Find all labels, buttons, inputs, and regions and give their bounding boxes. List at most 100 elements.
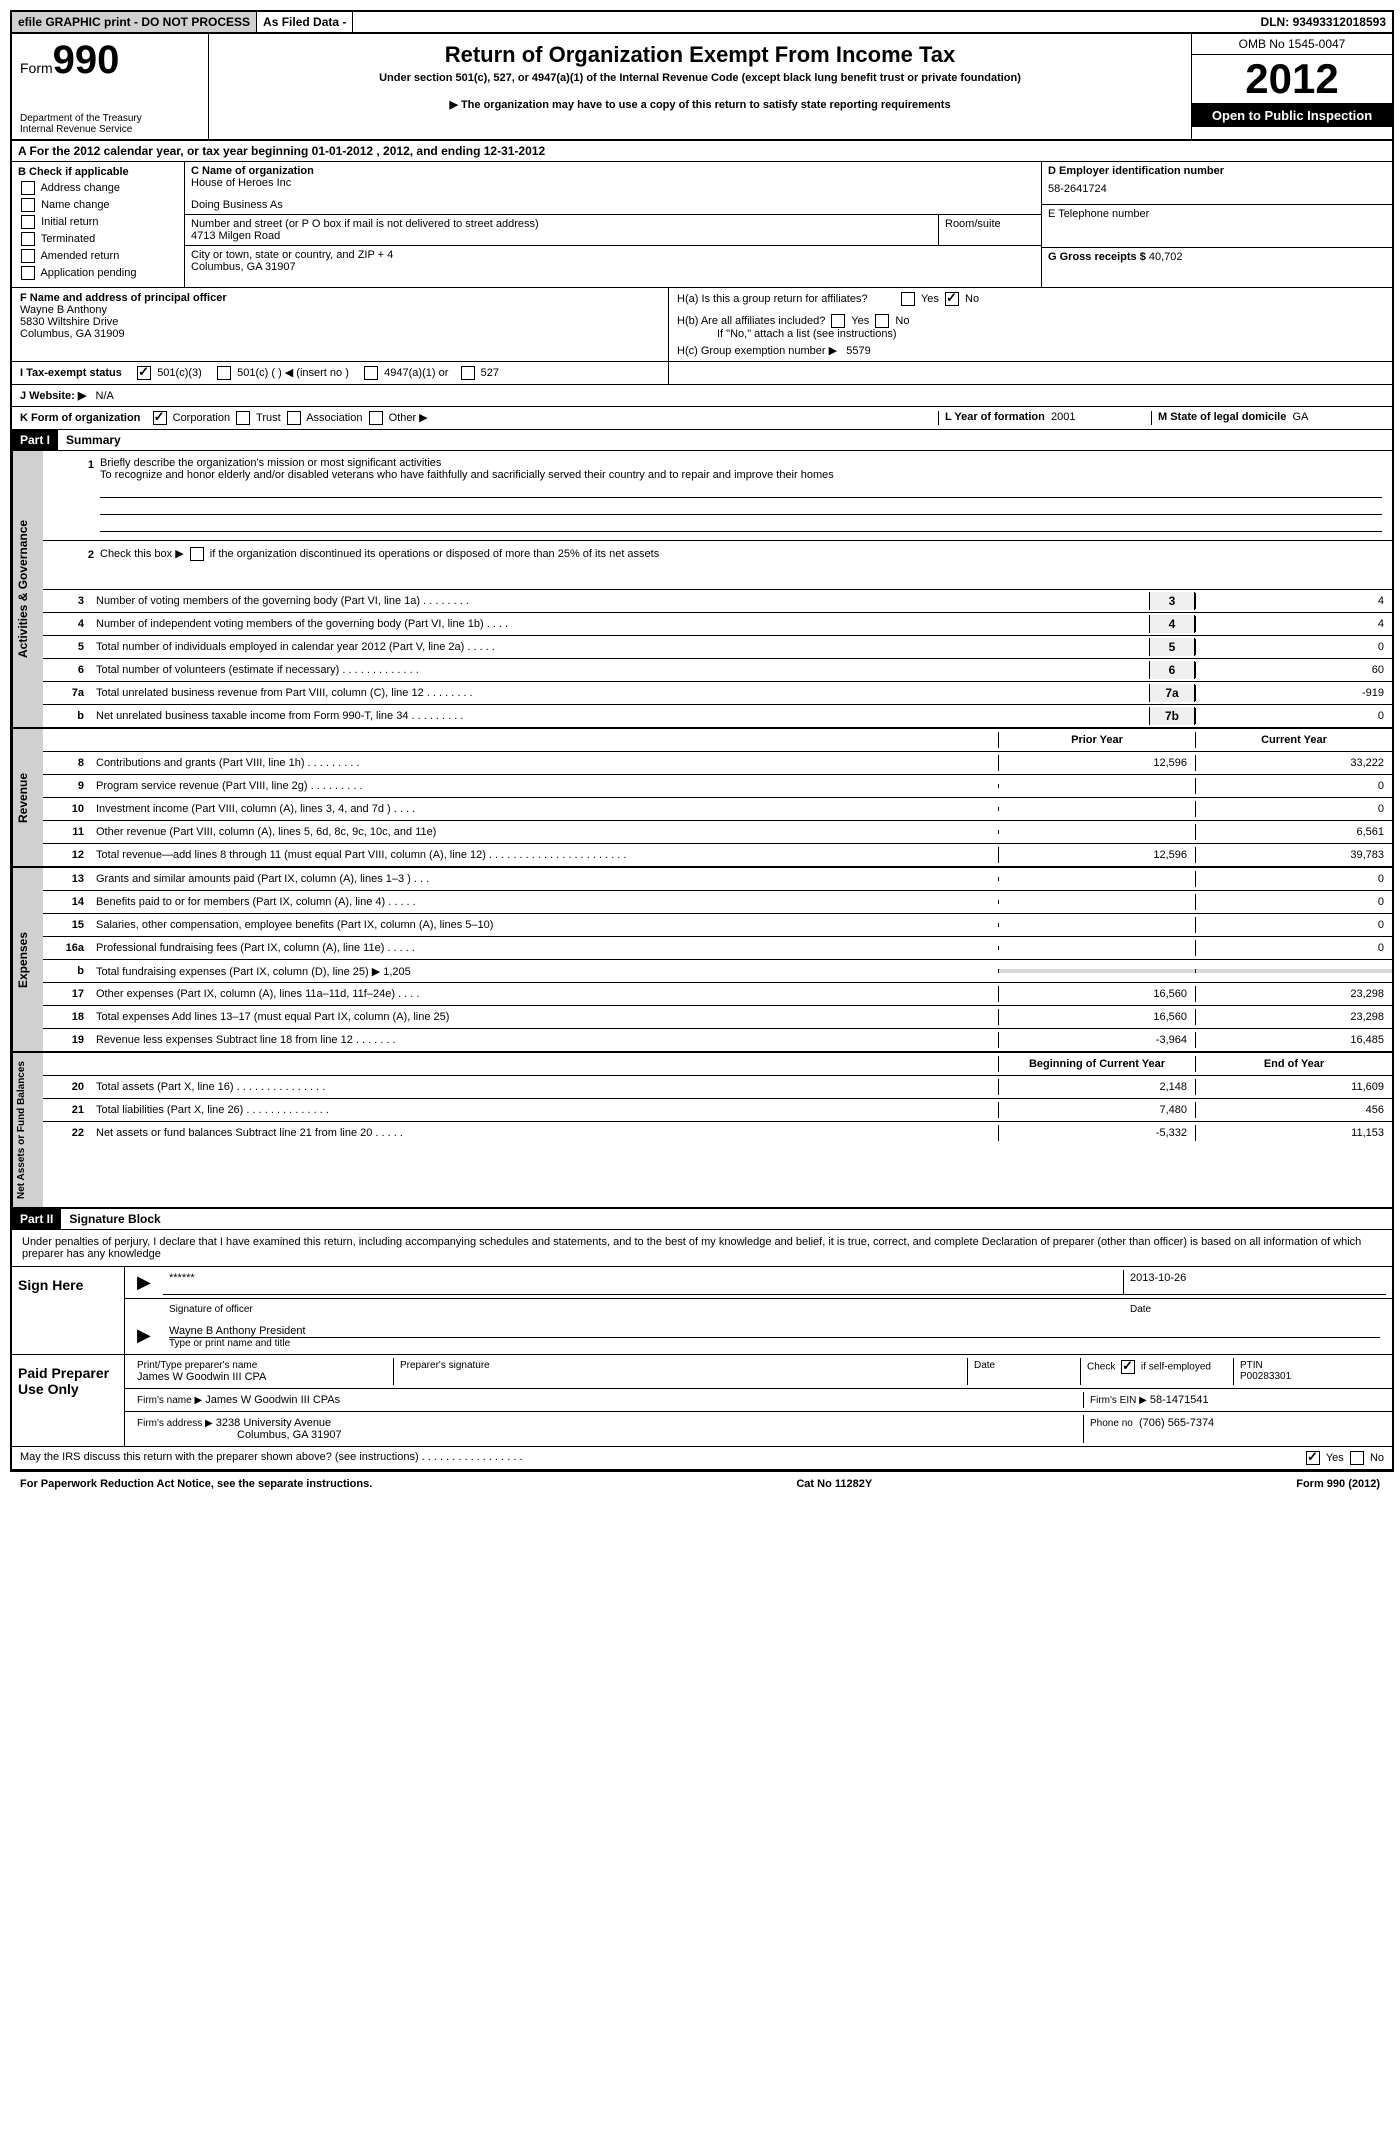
current-year-value: 0 [1195, 801, 1392, 817]
self-employed-block: Check if self-employed [1081, 1358, 1234, 1385]
k-assoc-checkbox[interactable] [287, 411, 301, 425]
line-number: 8 [43, 755, 90, 771]
prior-year-value [998, 877, 1195, 881]
table-row: 10 Investment income (Part VIII, column … [43, 798, 1392, 821]
self-employed-checkbox[interactable] [1121, 1360, 1135, 1374]
irs-discuss-checkboxes: Yes No [1303, 1451, 1384, 1465]
street-value: 4713 Milgen Road [191, 230, 932, 242]
ein-label: D Employer identification number [1048, 165, 1386, 177]
prior-year-value [998, 946, 1195, 950]
table-row: 20 Total assets (Part X, line 16) . . . … [43, 1076, 1392, 1099]
open-to-public: Open to Public Inspection [1192, 104, 1392, 127]
h-block: H(a) Is this a group return for affiliat… [669, 288, 1392, 361]
prior-year-value: 16,560 [998, 986, 1195, 1002]
i-label: I Tax-exempt status [20, 367, 122, 379]
ha-row: H(a) Is this a group return for affiliat… [677, 292, 1384, 306]
line-value: 4 [1195, 616, 1392, 632]
firm-name: James W Goodwin III CPAs [205, 1394, 340, 1406]
k-corp-checkbox[interactable] [153, 411, 167, 425]
telephone-value [1048, 220, 1386, 244]
org-name-block: C Name of organization House of Heroes I… [185, 162, 1041, 215]
k-corp-label: Corporation [173, 412, 230, 424]
part2-title: Signature Block [61, 1209, 168, 1229]
form-subtitle: Under section 501(c), 527, or 4947(a)(1)… [217, 72, 1183, 84]
phone-label: Phone no [1090, 1418, 1133, 1429]
net-header-row: Beginning of Current Year End of Year [43, 1053, 1392, 1076]
checkbox-amended[interactable]: Amended return [18, 249, 178, 263]
line-value: 0 [1195, 639, 1392, 655]
current-year-value: 0 [1195, 894, 1392, 910]
current-year-value: 0 [1195, 917, 1392, 933]
sign-here-label: Sign Here [12, 1267, 125, 1354]
line-number: 20 [43, 1079, 90, 1095]
checkbox-initial-return[interactable]: Initial return [18, 215, 178, 229]
city-label: City or town, state or country, and ZIP … [191, 249, 1035, 261]
line-number: b [43, 963, 90, 979]
line-value: 0 [1195, 708, 1392, 724]
column-c-org-info: C Name of organization House of Heroes I… [185, 162, 1042, 287]
table-row: 4 Number of independent voting members o… [43, 613, 1392, 636]
line2-text-b: if the organization discontinued its ope… [210, 548, 659, 560]
line-number: 14 [43, 894, 90, 910]
date-label: Date [1124, 1302, 1386, 1317]
line2-checkbox[interactable] [190, 547, 204, 561]
ptin-value: P00283301 [1240, 1371, 1380, 1382]
line-description: Total liabilities (Part X, line 26) . . … [90, 1102, 998, 1118]
line-number: 11 [43, 824, 90, 840]
gross-receipts-block: G Gross receipts $ 40,702 [1042, 248, 1392, 266]
k-other-checkbox[interactable] [369, 411, 383, 425]
i-501c3-checkbox[interactable] [137, 366, 151, 380]
net-assets-vlabel: Net Assets or Fund Balances [12, 1053, 43, 1207]
i-501c-checkbox[interactable] [217, 366, 231, 380]
line-description: Grants and similar amounts paid (Part IX… [90, 871, 998, 887]
firm-ein: 58-1471541 [1150, 1394, 1209, 1406]
l-label: L Year of formation [945, 411, 1045, 423]
prior-year-value: 2,148 [998, 1079, 1195, 1095]
line-description: Contributions and grants (Part VIII, lin… [90, 755, 998, 771]
form-number: 990 [53, 38, 120, 82]
i-527-checkbox[interactable] [461, 366, 475, 380]
line1-mission: To recognize and honor elderly and/or di… [100, 469, 1382, 481]
line-description: Benefits paid to or for members (Part IX… [90, 894, 998, 910]
current-year-header: Current Year [1195, 732, 1392, 748]
f-label: F Name and address of principal officer [20, 292, 660, 304]
table-row: 15 Salaries, other compensation, employe… [43, 914, 1392, 937]
ha-yes-checkbox[interactable] [901, 292, 915, 306]
line-description: Other revenue (Part VIII, column (A), li… [90, 824, 998, 840]
telephone-label: E Telephone number [1048, 208, 1386, 220]
tax-exempt-row: I Tax-exempt status 501(c)(3) 501(c) ( )… [12, 362, 1392, 385]
checkbox-pending[interactable]: Application pending [18, 266, 178, 280]
line2-text-a: Check this box ▶ [100, 548, 184, 560]
checkbox-name-change[interactable]: Name change [18, 198, 178, 212]
column-b-checkboxes: B Check if applicable Address change Nam… [12, 162, 185, 287]
section-net-assets: Net Assets or Fund Balances Beginning of… [12, 1053, 1392, 1209]
net-assets-content: Beginning of Current Year End of Year 20… [43, 1053, 1392, 1207]
current-year-value [1195, 969, 1392, 973]
officer-street: 5830 Wiltshire Drive [20, 316, 660, 328]
table-row: 16a Professional fundraising fees (Part … [43, 937, 1392, 960]
governance-vlabel: Activities & Governance [12, 451, 43, 727]
irs-yes-checkbox[interactable] [1306, 1451, 1320, 1465]
prior-year-value [998, 830, 1195, 834]
k-trust-checkbox[interactable] [236, 411, 250, 425]
expenses-rows: 13 Grants and similar amounts paid (Part… [43, 868, 1392, 1051]
form-label: Form990 [20, 38, 200, 83]
k-other-label: Other ▶ [389, 412, 428, 424]
line-description: Revenue less expenses Subtract line 18 f… [90, 1032, 998, 1048]
hb-yes-checkbox[interactable] [831, 314, 845, 328]
header-right: OMB No 1545-0047 2012 Open to Public Ins… [1192, 34, 1392, 139]
checkbox-address-change[interactable]: Address change [18, 181, 178, 195]
checkbox-terminated[interactable]: Terminated [18, 232, 178, 246]
current-year-value: 11,153 [1195, 1125, 1392, 1141]
officer-typed-name: Wayne B Anthony President [169, 1325, 1380, 1338]
irs-no-checkbox[interactable] [1350, 1451, 1364, 1465]
website-row: J Website: ▶ N/A [12, 385, 1392, 407]
line-number: 18 [43, 1009, 90, 1025]
line-number: 21 [43, 1102, 90, 1118]
ha-no-checkbox[interactable] [945, 292, 959, 306]
prior-year-value [998, 807, 1195, 811]
i-4947-checkbox[interactable] [364, 366, 378, 380]
line-ref: 3 [1149, 592, 1195, 610]
paid-preparer-row: Paid Preparer Use Only Print/Type prepar… [12, 1355, 1392, 1447]
hb-no-checkbox[interactable] [875, 314, 889, 328]
